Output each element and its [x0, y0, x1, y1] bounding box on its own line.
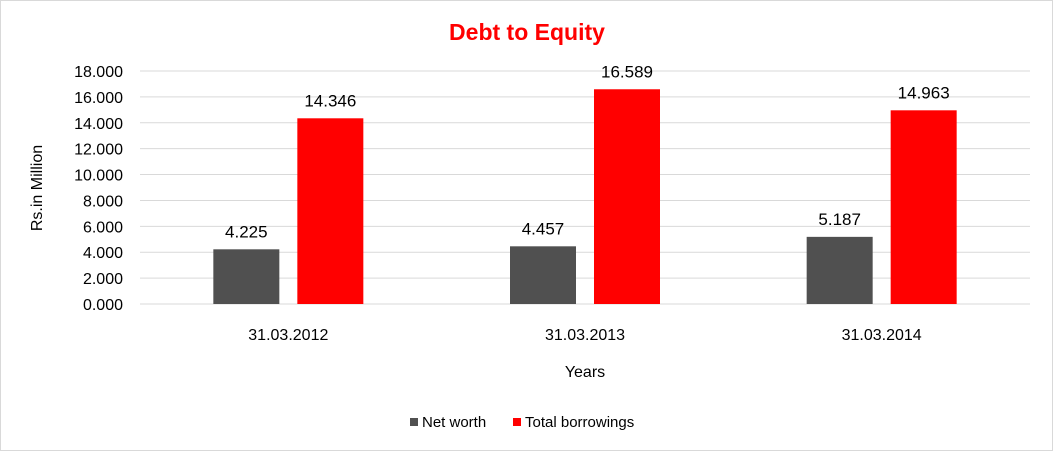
y-tick-label: 2.000	[83, 271, 123, 288]
bar-total-borrowings	[890, 110, 957, 304]
y-tick-label: 10.000	[74, 168, 123, 185]
gridlines	[140, 70, 1030, 305]
bar-total-borrowings	[594, 89, 660, 304]
y-tick-label: 0.000	[83, 297, 123, 314]
y-tick-label: 4.000	[83, 245, 123, 262]
data-label: 14.346	[304, 91, 356, 110]
data-label: 5.187	[818, 210, 861, 229]
y-tick-label: 8.000	[83, 193, 123, 210]
data-label: 4.457	[522, 219, 565, 238]
legend-swatch	[410, 418, 418, 426]
y-tick-label: 6.000	[83, 219, 123, 236]
x-axis-title: Years	[565, 364, 605, 381]
data-label: 16.589	[601, 62, 653, 81]
legend-label: Total borrowings	[525, 414, 634, 431]
legend-label: Net worth	[422, 414, 486, 431]
legend: Net worth Total borrowings	[410, 414, 634, 431]
x-category-label: 31.03.2012	[248, 327, 328, 344]
bar-net-worth	[806, 236, 873, 304]
legend-swatch	[513, 418, 521, 426]
data-label: 14.963	[898, 83, 950, 102]
bar-total-borrowings	[297, 118, 364, 304]
x-category-label: 31.03.2014	[842, 327, 922, 344]
y-axis-title: Rs.in Million	[29, 145, 46, 231]
data-labels: 4.225 14.346 4.457 16.589 5.187 14.963	[225, 62, 950, 241]
y-tick-label: 18.000	[74, 64, 123, 81]
data-label: 4.225	[225, 222, 268, 241]
bars	[213, 89, 957, 304]
y-tick-label: 12.000	[74, 142, 123, 159]
y-axis-ticks: 0.000 2.000 4.000 6.000 8.000 10.000 12.000 14.…	[74, 64, 123, 314]
x-category-label: 31.03.2013	[545, 327, 625, 344]
x-axis-categories: 31.03.2012 31.03.2013 31.03.2014	[248, 327, 922, 344]
y-tick-label: 16.000	[74, 90, 123, 107]
bar-net-worth	[213, 249, 280, 304]
chart-title: Debt to Equity	[449, 19, 605, 45]
y-tick-label: 14.000	[74, 116, 123, 133]
bar-net-worth	[510, 246, 576, 304]
